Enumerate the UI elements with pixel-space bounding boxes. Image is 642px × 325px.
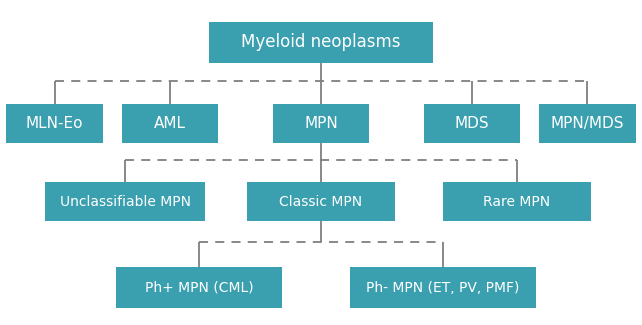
FancyBboxPatch shape — [424, 104, 520, 143]
Text: Classic MPN: Classic MPN — [279, 194, 363, 209]
FancyBboxPatch shape — [443, 182, 591, 221]
FancyBboxPatch shape — [273, 104, 369, 143]
FancyBboxPatch shape — [247, 182, 395, 221]
FancyBboxPatch shape — [45, 182, 205, 221]
Text: Ph- MPN (ET, PV, PMF): Ph- MPN (ET, PV, PMF) — [367, 280, 519, 295]
Text: MDS: MDS — [455, 116, 489, 131]
Text: AML: AML — [154, 116, 186, 131]
Text: MPN/MDS: MPN/MDS — [551, 116, 624, 131]
FancyBboxPatch shape — [122, 104, 218, 143]
FancyBboxPatch shape — [116, 267, 282, 308]
FancyBboxPatch shape — [539, 104, 636, 143]
Text: MLN-Eo: MLN-Eo — [26, 116, 83, 131]
FancyBboxPatch shape — [6, 104, 103, 143]
Text: MPN: MPN — [304, 116, 338, 131]
Text: Myeloid neoplasms: Myeloid neoplasms — [241, 33, 401, 51]
Text: Ph+ MPN (CML): Ph+ MPN (CML) — [144, 280, 254, 295]
FancyBboxPatch shape — [350, 267, 536, 308]
Text: Unclassifiable MPN: Unclassifiable MPN — [60, 194, 191, 209]
Text: Rare MPN: Rare MPN — [483, 194, 550, 209]
FancyBboxPatch shape — [209, 22, 433, 62]
